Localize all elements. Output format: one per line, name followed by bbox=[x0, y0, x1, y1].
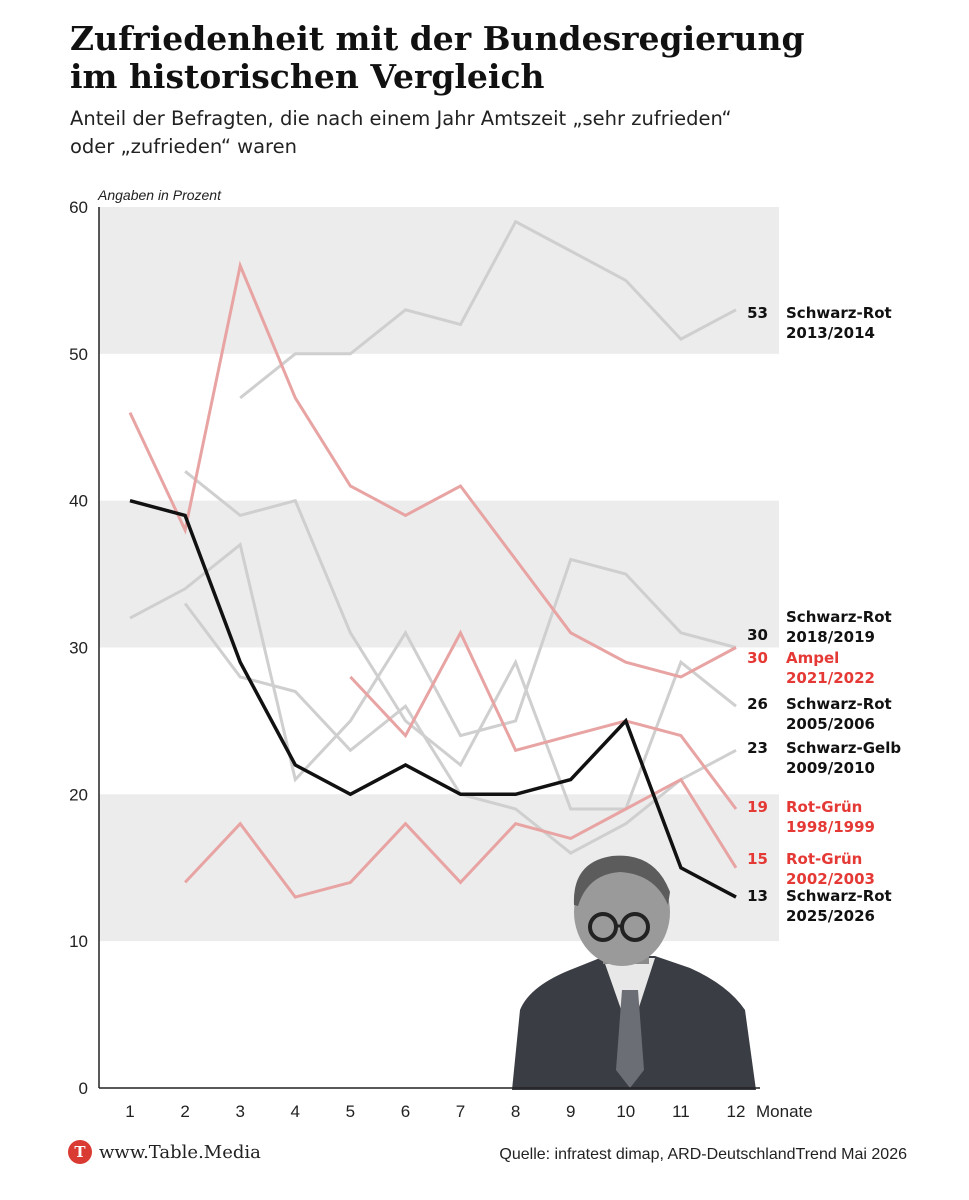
series-line-0 bbox=[239, 219, 737, 400]
source-note: Quelle: infratest dimap, ARD-Deutschland… bbox=[499, 1146, 907, 1163]
series-name-line: Schwarz-Rot bbox=[786, 608, 892, 626]
series-name-line: 2002/2003 bbox=[786, 870, 875, 888]
series-name-line: 2013/2014 bbox=[786, 324, 875, 342]
series-name-line: Schwarz-Gelb bbox=[786, 739, 901, 757]
series-end-value: 19 bbox=[747, 798, 768, 816]
axes bbox=[98, 207, 760, 1089]
chart-subtitle-line-1: Anteil der Befragten, die nach einem Jah… bbox=[70, 107, 732, 130]
y-tick-labels: 0 10 20 30 40 50 60 bbox=[69, 198, 88, 1098]
y-tick-label: 60 bbox=[69, 198, 88, 217]
series-end-value: 53 bbox=[747, 304, 768, 322]
series-name-line: Schwarz-Rot bbox=[786, 887, 892, 905]
footer-brand: T www.Table.Media bbox=[68, 1140, 261, 1164]
x-tick-label: 7 bbox=[456, 1102, 465, 1121]
series-end-value: 26 bbox=[747, 695, 768, 713]
chart-subtitle-line-2: oder „zufrieden“ waren bbox=[70, 135, 297, 158]
grid-band-1 bbox=[99, 794, 779, 942]
chart-title-line-1: Zufriedenheit mit der Bundesregierung bbox=[70, 19, 805, 58]
y-tick-label: 40 bbox=[69, 492, 88, 511]
series-name-line: 2009/2010 bbox=[786, 759, 875, 777]
series-name-line: Rot-Grün bbox=[786, 798, 862, 816]
grid-band-2 bbox=[99, 500, 779, 648]
series-name-line: 2021/2022 bbox=[786, 669, 875, 687]
x-tick-label: 2 bbox=[180, 1102, 189, 1121]
chart-title: Zufriedenheit mit der Bundesregierung im… bbox=[70, 20, 930, 96]
x-tick-label: 6 bbox=[401, 1102, 410, 1121]
y-tick-label: 20 bbox=[69, 785, 88, 804]
grid-band-3 bbox=[99, 207, 779, 354]
series-line-7 bbox=[129, 499, 737, 899]
x-tick-label: 5 bbox=[346, 1102, 355, 1121]
grid-bands bbox=[99, 207, 779, 942]
x-tick-label: 4 bbox=[291, 1102, 300, 1121]
series-name-line: 1998/1999 bbox=[786, 818, 875, 836]
x-tick-label: 9 bbox=[566, 1102, 575, 1121]
series-name-line: Ampel bbox=[786, 649, 839, 667]
x-tick-labels: 1 2 3 4 5 6 7 8 9 10 11 12 bbox=[125, 1102, 745, 1121]
table-media-logo-icon: T bbox=[68, 1140, 92, 1164]
series-name-line: Rot-Grün bbox=[786, 850, 862, 868]
brand-url: www.Table.Media bbox=[99, 1141, 261, 1163]
chart-title-line-2: im historischen Vergleich bbox=[70, 57, 545, 96]
series-line-6 bbox=[184, 777, 738, 899]
series-name-line: 2025/2026 bbox=[786, 907, 875, 925]
series-name-line: Schwarz-Rot bbox=[786, 695, 892, 713]
series-name-line: Schwarz-Rot bbox=[786, 304, 892, 322]
x-tick-label: 12 bbox=[727, 1102, 746, 1121]
x-tick-label: 11 bbox=[672, 1102, 690, 1121]
photo-hair bbox=[573, 855, 670, 906]
y-unit-note: Angaben in Prozent bbox=[97, 187, 222, 203]
series-end-value: 13 bbox=[747, 887, 768, 905]
series-end-value: 30 bbox=[747, 626, 768, 644]
x-tick-label: 3 bbox=[235, 1102, 244, 1121]
chart-subtitle: Anteil der Befragten, die nach einem Jah… bbox=[70, 105, 930, 161]
y-tick-label: 10 bbox=[69, 932, 88, 951]
series-name-line: 2005/2006 bbox=[786, 715, 875, 733]
series-end-labels: 53 Schwarz-Rot 2013/2014 30 Schwarz-Rot 2018/… bbox=[747, 304, 901, 925]
x-tick-label: 1 bbox=[125, 1102, 134, 1121]
x-tick-label: 8 bbox=[511, 1102, 520, 1121]
series-end-value: 15 bbox=[747, 850, 768, 868]
series-line-2 bbox=[128, 260, 737, 679]
x-unit-label: Monate bbox=[756, 1102, 813, 1121]
series-lines bbox=[128, 219, 738, 899]
politician-photo bbox=[512, 855, 756, 1090]
series-line-3 bbox=[184, 470, 737, 811]
x-tick-label: 10 bbox=[616, 1102, 635, 1121]
series-end-value: 30 bbox=[747, 649, 768, 667]
series-name-line: 2018/2019 bbox=[786, 628, 875, 646]
photo-tie bbox=[616, 990, 644, 1088]
y-tick-label: 50 bbox=[69, 345, 88, 364]
series-line-5 bbox=[349, 629, 738, 810]
y-tick-label: 0 bbox=[79, 1079, 88, 1098]
y-tick-label: 30 bbox=[69, 639, 88, 658]
series-end-value: 23 bbox=[747, 739, 768, 757]
